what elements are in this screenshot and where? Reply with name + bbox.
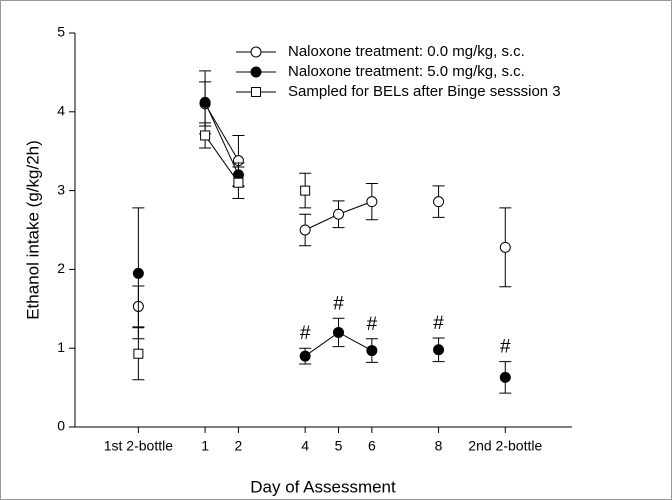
annotation: # (500, 337, 511, 358)
y-axis-label: Ethanol intake (g/kg/2h) (23, 140, 42, 320)
marker (200, 130, 211, 141)
legend-label: Sampled for BELs after Binge sesssion 3 (288, 83, 561, 100)
y-tick-label: 4 (57, 103, 65, 119)
series-line (204, 135, 239, 184)
marker (433, 196, 445, 208)
x-tick-label: 8 (435, 438, 443, 454)
y-tick-label: 2 (57, 260, 65, 276)
annotation: # (367, 314, 378, 335)
x-tick-label: 4 (301, 438, 309, 454)
marker (333, 208, 345, 220)
y-tick-label: 1 (57, 339, 65, 355)
marker (250, 46, 262, 58)
annotation: # (333, 293, 344, 314)
marker (250, 66, 262, 78)
x-tick-label: 1 (201, 438, 209, 454)
y-tick-label: 5 (57, 24, 65, 40)
marker (366, 196, 378, 208)
x-axis-label: Day of Assessment (250, 477, 396, 496)
annotation: # (433, 313, 444, 334)
y-tick-label: 0 (57, 418, 65, 434)
marker (366, 345, 378, 357)
marker (300, 185, 311, 196)
marker (499, 371, 511, 383)
marker (299, 350, 311, 362)
x-tick-label: 1st 2-bottle (104, 438, 173, 454)
annotation: # (300, 323, 311, 344)
marker (433, 344, 445, 356)
marker (499, 241, 511, 253)
legend-label: Naloxone treatment: 0.0 mg/kg, s.c. (288, 43, 525, 60)
x-tick-label: 6 (368, 438, 376, 454)
marker (133, 348, 144, 359)
marker (251, 87, 261, 97)
x-tick-label: 2nd 2-bottle (468, 438, 542, 454)
marker (233, 177, 244, 188)
y-tick-label: 3 (57, 181, 65, 197)
marker (299, 224, 311, 236)
marker (132, 267, 144, 279)
x-tick-label: 5 (335, 438, 343, 454)
marker (333, 326, 345, 338)
marker (199, 96, 211, 108)
legend-label: Naloxone treatment: 5.0 mg/kg, s.c. (288, 63, 525, 80)
x-tick-label: 2 (235, 438, 243, 454)
